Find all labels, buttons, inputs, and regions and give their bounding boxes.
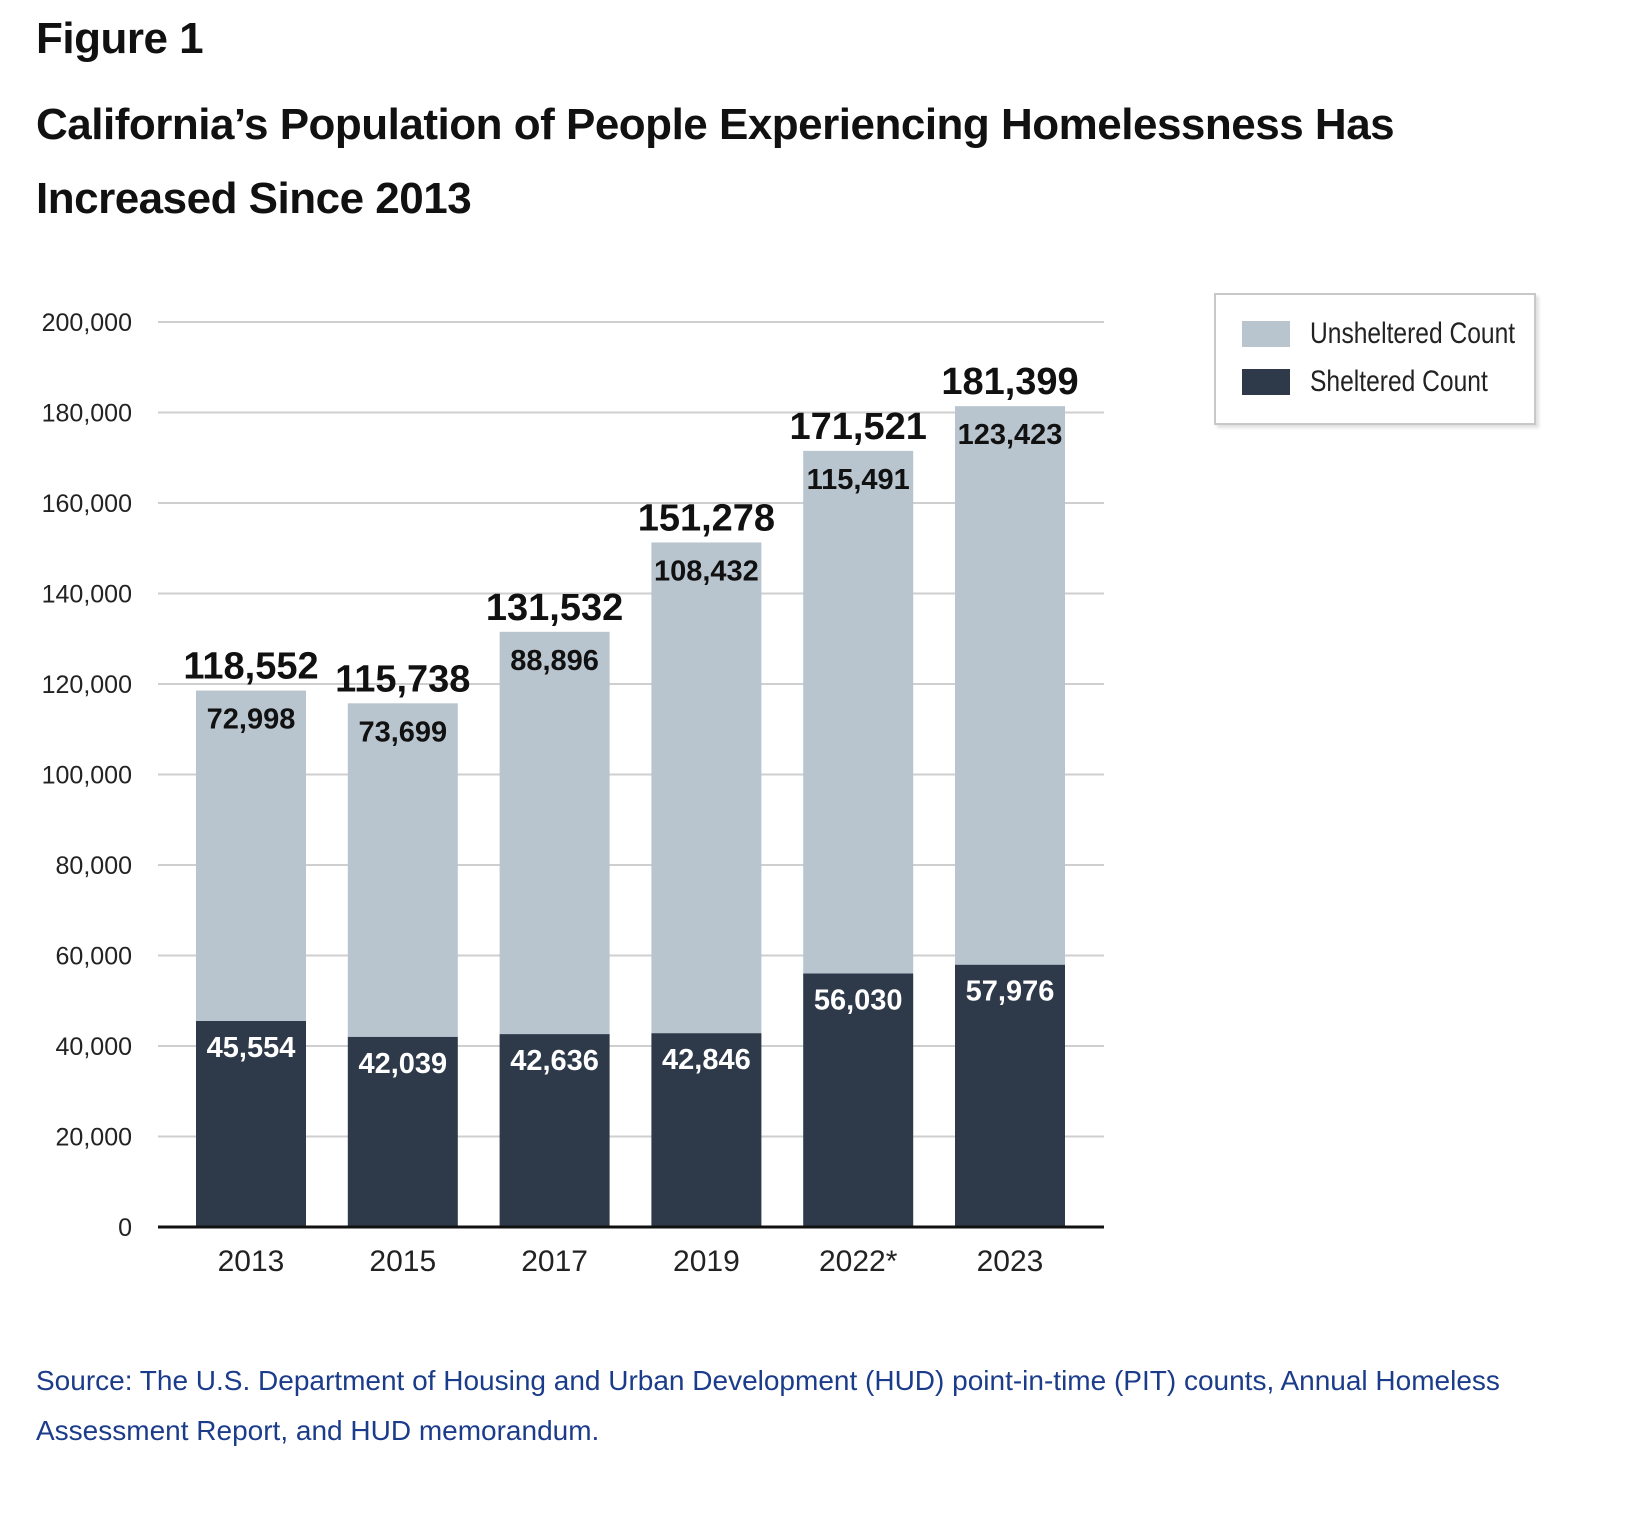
data-label-unsheltered: 88,896 [510, 645, 599, 677]
y-axis: 0 20,000 40,000 60,000 80,000 100,000 120,000 1… [42, 309, 132, 1242]
legend-swatch-unsheltered [1242, 321, 1290, 347]
legend-swatch-sheltered [1242, 369, 1290, 395]
bar-segment-sheltered [651, 1033, 762, 1227]
data-label-sheltered: 42,636 [510, 1045, 599, 1077]
data-label-unsheltered: 115,491 [807, 464, 910, 496]
bar-segment-unsheltered [803, 450, 914, 974]
data-label-unsheltered: 72,998 [207, 704, 296, 736]
data-label-sheltered: 45,554 [207, 1032, 296, 1064]
y-tick-label: 160,000 [42, 490, 132, 518]
data-label-total: 115,738 [335, 658, 470, 700]
chart-title: California’s Population of People Experi… [36, 100, 1395, 223]
y-tick-label: 40,000 [56, 1033, 132, 1061]
legend: Unsheltered Count Sheltered Count [1214, 293, 1536, 425]
x-tick-label: 2013 [218, 1245, 285, 1278]
data-label-total: 171,521 [790, 406, 927, 448]
x-tick-label: 2015 [369, 1245, 436, 1278]
x-tick-label: 2019 [673, 1245, 740, 1278]
data-label-sheltered: 57,976 [966, 976, 1055, 1008]
x-tick-label: 2017 [521, 1245, 588, 1278]
y-tick-label: 100,000 [42, 762, 132, 790]
y-tick-label: 20,000 [56, 1124, 132, 1152]
data-label-sheltered: 56,030 [814, 984, 903, 1016]
legend-item-sheltered: Sheltered Count [1242, 365, 1527, 399]
bar-segment-unsheltered [196, 690, 306, 1021]
x-tick-label: 2023 [977, 1245, 1044, 1278]
data-label-total: 131,532 [486, 587, 623, 629]
y-tick-label: 180,000 [42, 400, 132, 428]
y-tick-label: 140,000 [42, 581, 132, 609]
bar-segment-unsheltered [955, 406, 1065, 965]
gridlines [158, 321, 1104, 1138]
bar-segment-sheltered [347, 1036, 458, 1227]
bar-segment-unsheltered [347, 703, 458, 1037]
y-tick-label: 120,000 [42, 671, 132, 699]
y-tick-label: 200,000 [42, 309, 132, 337]
data-label-unsheltered: 108,432 [654, 555, 759, 587]
bar-segment-sheltered [803, 973, 914, 1227]
x-tick-label: 2022* [819, 1245, 898, 1278]
legend-label-sheltered: Sheltered Count [1310, 365, 1488, 398]
data-label-total: 118,552 [183, 646, 318, 688]
figure-label: Figure 1 [36, 14, 204, 63]
x-axis: 2013 2015 2017 2019 2022* 2023 [158, 1225, 1104, 1278]
y-tick-label: 0 [118, 1214, 132, 1242]
data-label-total: 181,399 [941, 361, 1078, 403]
y-tick-label: 60,000 [56, 943, 132, 971]
data-label-sheltered: 42,846 [662, 1044, 751, 1076]
bar-segment-sheltered [499, 1034, 610, 1227]
data-label-unsheltered: 123,423 [958, 419, 1063, 451]
data-label-sheltered: 42,039 [358, 1048, 447, 1080]
data-label-total: 151,278 [638, 497, 775, 539]
bars: 45,554 72,998 118,552 42,039 73,699 115,738 42… [183, 361, 1079, 1227]
y-tick-label: 80,000 [56, 852, 132, 880]
source-note: Source: The U.S. Department of Housing a… [36, 1365, 1500, 1446]
bar-segment-unsheltered [499, 631, 610, 1035]
bar-segment-unsheltered [651, 542, 762, 1034]
data-label-unsheltered: 73,699 [358, 716, 447, 748]
legend-label-unsheltered: Unsheltered Count [1310, 317, 1516, 350]
stacked-bar-chart: 0 20,000 40,000 60,000 80,000 100,000 120,000 1… [42, 309, 1104, 1278]
bar-segment-sheltered [955, 964, 1065, 1227]
legend-item-unsheltered: Unsheltered Count [1242, 317, 1560, 351]
bar-segment-sheltered [196, 1020, 306, 1227]
